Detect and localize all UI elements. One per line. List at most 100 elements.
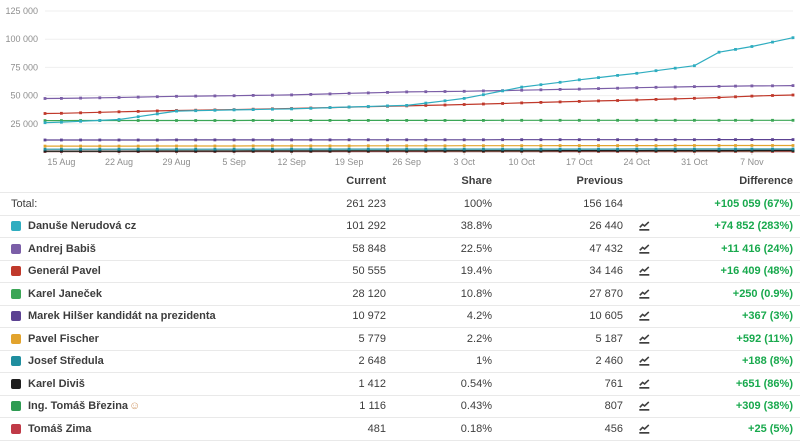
trend-chart-icon[interactable] bbox=[639, 266, 650, 276]
share-value: 4.2% bbox=[466, 310, 492, 323]
followers-table-body: Danuše Nerudová cz 101 292 38.8% 26 440 … bbox=[0, 216, 800, 441]
candidate-row[interactable]: Ing. Tomáš Březina ☺ 1 116 0.43% 807 +309… bbox=[0, 396, 800, 418]
current-value: 58 848 bbox=[352, 242, 386, 255]
column-header-difference[interactable]: Difference bbox=[739, 175, 793, 187]
trend-chart-icon[interactable] bbox=[639, 379, 650, 389]
current-value: 5 779 bbox=[358, 332, 386, 345]
share-value: 0.18% bbox=[460, 422, 492, 435]
candidate-row[interactable]: Josef Středula 2 648 1% 2 460 +188 (8%) bbox=[0, 351, 800, 373]
candidate-row[interactable]: Pavel Fischer 5 779 2.2% 5 187 +592 (11%… bbox=[0, 328, 800, 351]
candidate-row[interactable]: Tomáš Zima 481 0.18% 456 +25 (5%) bbox=[0, 418, 800, 441]
trend-chart-icon[interactable] bbox=[639, 401, 650, 411]
y-axis-label: 100 000 bbox=[5, 34, 38, 44]
x-axis-label: 19 Sep bbox=[335, 157, 364, 167]
x-axis-label: 5 Sep bbox=[222, 157, 246, 167]
previous-value: 47 432 bbox=[589, 242, 623, 255]
total-share-value: 100% bbox=[463, 197, 492, 210]
candidate-name: Karel Janeček bbox=[28, 287, 102, 300]
followers-chart[interactable]: 25 000 50 000 75 000 100 000 125 000 15 Aug 22… bbox=[0, 0, 800, 170]
trend-chart-icon[interactable] bbox=[639, 424, 650, 434]
x-axis-label: 31 Oct bbox=[681, 157, 708, 167]
candidate-name: Karel Diviš bbox=[28, 377, 85, 390]
column-header-current[interactable]: Current bbox=[346, 175, 386, 187]
x-axis-label: 22 Aug bbox=[105, 157, 133, 167]
difference-value: +25 (5%) bbox=[748, 422, 793, 435]
candidate-name: Ing. Tomáš Březina bbox=[28, 400, 129, 413]
x-axis-label: 12 Sep bbox=[277, 157, 306, 167]
share-value: 2.2% bbox=[466, 332, 492, 345]
followers-table: Current Share Previous Difference Total:… bbox=[0, 170, 800, 441]
legend-color-swatch bbox=[11, 378, 21, 389]
candidate-name: Marek Hilšer kandidát na prezidenta bbox=[28, 310, 216, 323]
y-axis-label: 125 000 bbox=[5, 6, 38, 16]
share-value: 1% bbox=[476, 355, 492, 368]
trend-chart-icon[interactable] bbox=[639, 356, 650, 366]
y-axis-label: 50 000 bbox=[10, 91, 38, 101]
current-value: 50 555 bbox=[352, 265, 386, 278]
series-line[interactable] bbox=[43, 118, 795, 122]
x-axis-label: 29 Aug bbox=[162, 157, 190, 167]
previous-value: 26 440 bbox=[589, 220, 623, 233]
series-line[interactable] bbox=[43, 36, 795, 125]
previous-value: 2 460 bbox=[595, 355, 623, 368]
candidate-row[interactable]: Karel Diviš 1 412 0.54% 761 +651 (86%) bbox=[0, 373, 800, 396]
total-label: Total: bbox=[11, 197, 38, 210]
difference-value: +188 (8%) bbox=[741, 355, 793, 368]
series-line[interactable] bbox=[43, 147, 795, 151]
total-previous-value: 156 164 bbox=[583, 197, 623, 210]
candidate-row[interactable]: Generál Pavel 50 555 19.4% 34 146 +16 40… bbox=[0, 261, 800, 283]
candidate-row[interactable]: Karel Janeček 28 120 10.8% 27 870 +250 (… bbox=[0, 283, 800, 306]
table-header-row: Current Share Previous Difference bbox=[0, 170, 800, 193]
difference-value: +74 852 (283%) bbox=[714, 220, 793, 233]
legend-color-swatch bbox=[11, 311, 21, 322]
share-value: 0.43% bbox=[460, 400, 492, 413]
trend-chart-icon[interactable] bbox=[639, 244, 650, 254]
previous-value: 761 bbox=[604, 377, 623, 390]
current-value: 101 292 bbox=[346, 220, 386, 233]
previous-value: 10 605 bbox=[589, 310, 623, 323]
legend-color-swatch bbox=[11, 356, 21, 367]
current-value: 1 116 bbox=[359, 400, 386, 413]
candidate-row[interactable]: Andrej Babiš 58 848 22.5% 47 432 +11 416… bbox=[0, 238, 800, 261]
previous-value: 456 bbox=[604, 422, 623, 435]
total-row: Total: 261 223 100% 156 164 +105 059 (67… bbox=[0, 193, 800, 216]
x-axis-label: 24 Oct bbox=[624, 157, 651, 167]
legend-color-swatch bbox=[11, 243, 21, 254]
x-axis-label: 10 Oct bbox=[508, 157, 535, 167]
legend-color-swatch bbox=[11, 221, 21, 232]
candidate-name: Pavel Fischer bbox=[28, 332, 99, 345]
current-value: 1 412 bbox=[358, 377, 386, 390]
legend-color-swatch bbox=[11, 333, 21, 344]
trend-chart-icon[interactable] bbox=[639, 311, 650, 321]
previous-value: 5 187 bbox=[595, 332, 623, 345]
candidate-name: Andrej Babiš bbox=[28, 242, 96, 255]
trend-chart-icon[interactable] bbox=[639, 221, 650, 231]
candidate-name: Tomáš Zima bbox=[28, 422, 92, 435]
candidate-name: Generál Pavel bbox=[28, 265, 101, 278]
series-line[interactable] bbox=[43, 144, 795, 148]
candidate-emoji-icon: ☺ bbox=[129, 400, 141, 413]
difference-value: +651 (86%) bbox=[735, 377, 793, 390]
share-value: 38.8% bbox=[460, 220, 492, 233]
current-value: 10 972 bbox=[352, 310, 386, 323]
candidate-row[interactable]: Marek Hilšer kandidát na prezidenta 10 9… bbox=[0, 306, 800, 328]
previous-value: 807 bbox=[604, 400, 623, 413]
candidate-row[interactable]: Danuše Nerudová cz 101 292 38.8% 26 440 … bbox=[0, 216, 800, 238]
trend-chart-icon[interactable] bbox=[639, 289, 650, 299]
difference-value: +309 (38%) bbox=[735, 400, 793, 413]
share-value: 10.8% bbox=[460, 287, 492, 300]
share-value: 19.4% bbox=[460, 265, 492, 278]
current-value: 481 bbox=[367, 422, 386, 435]
column-header-previous[interactable]: Previous bbox=[576, 175, 623, 187]
legend-color-swatch bbox=[11, 266, 21, 277]
series-line[interactable] bbox=[43, 138, 795, 142]
series-line[interactable] bbox=[43, 84, 795, 100]
column-header-share[interactable]: Share bbox=[461, 175, 492, 187]
x-axis-label: 17 Oct bbox=[566, 157, 593, 167]
difference-value: +592 (11%) bbox=[736, 332, 793, 345]
candidate-name: Josef Středula bbox=[28, 355, 104, 368]
x-axis-label: 15 Aug bbox=[47, 157, 75, 167]
trend-chart-icon[interactable] bbox=[639, 334, 650, 344]
current-value: 28 120 bbox=[352, 287, 386, 300]
legend-color-swatch bbox=[11, 423, 21, 434]
